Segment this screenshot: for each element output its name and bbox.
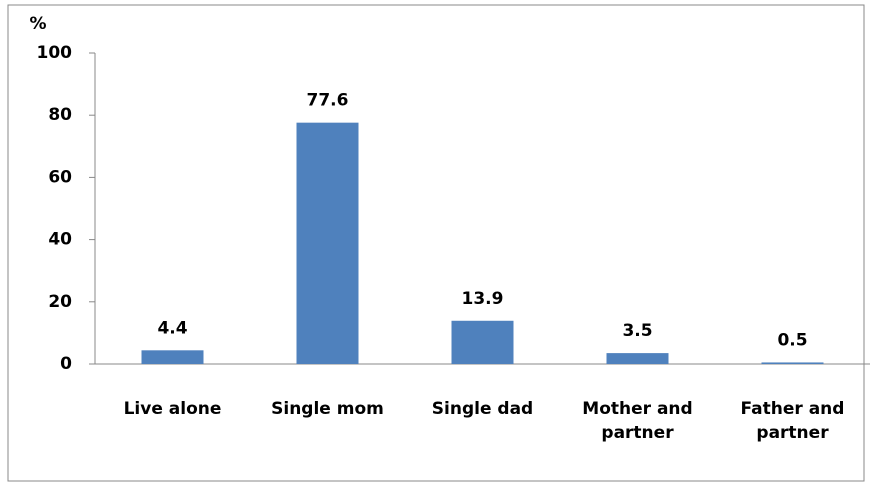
bar (141, 350, 204, 364)
y-tick-label: 40 (48, 230, 72, 250)
x-tick-label: Live alone (123, 399, 222, 419)
bar (761, 362, 824, 364)
value-label: 4.4 (157, 318, 187, 338)
chart-frame (7, 4, 865, 482)
bar (606, 353, 669, 364)
x-tick-label: Single dad (431, 399, 534, 419)
y-tick-label: 0 (60, 354, 72, 374)
y-tick-label: 60 (48, 167, 72, 187)
x-tick-label: Single mom (271, 399, 384, 419)
y-tick-label: 100 (37, 43, 73, 63)
y-tick-label: 80 (48, 105, 72, 125)
value-label: 77.6 (307, 91, 349, 111)
bar (296, 122, 359, 364)
y-tick-label: 20 (48, 292, 72, 312)
bar (451, 320, 514, 364)
value-label: 0.5 (777, 330, 807, 350)
value-label: 3.5 (622, 321, 652, 341)
x-tick-label: Mother and partner (582, 399, 693, 443)
y-axis-label: % (29, 14, 46, 34)
value-label: 13.9 (462, 289, 504, 309)
x-tick-label: Father and partner (740, 399, 845, 443)
